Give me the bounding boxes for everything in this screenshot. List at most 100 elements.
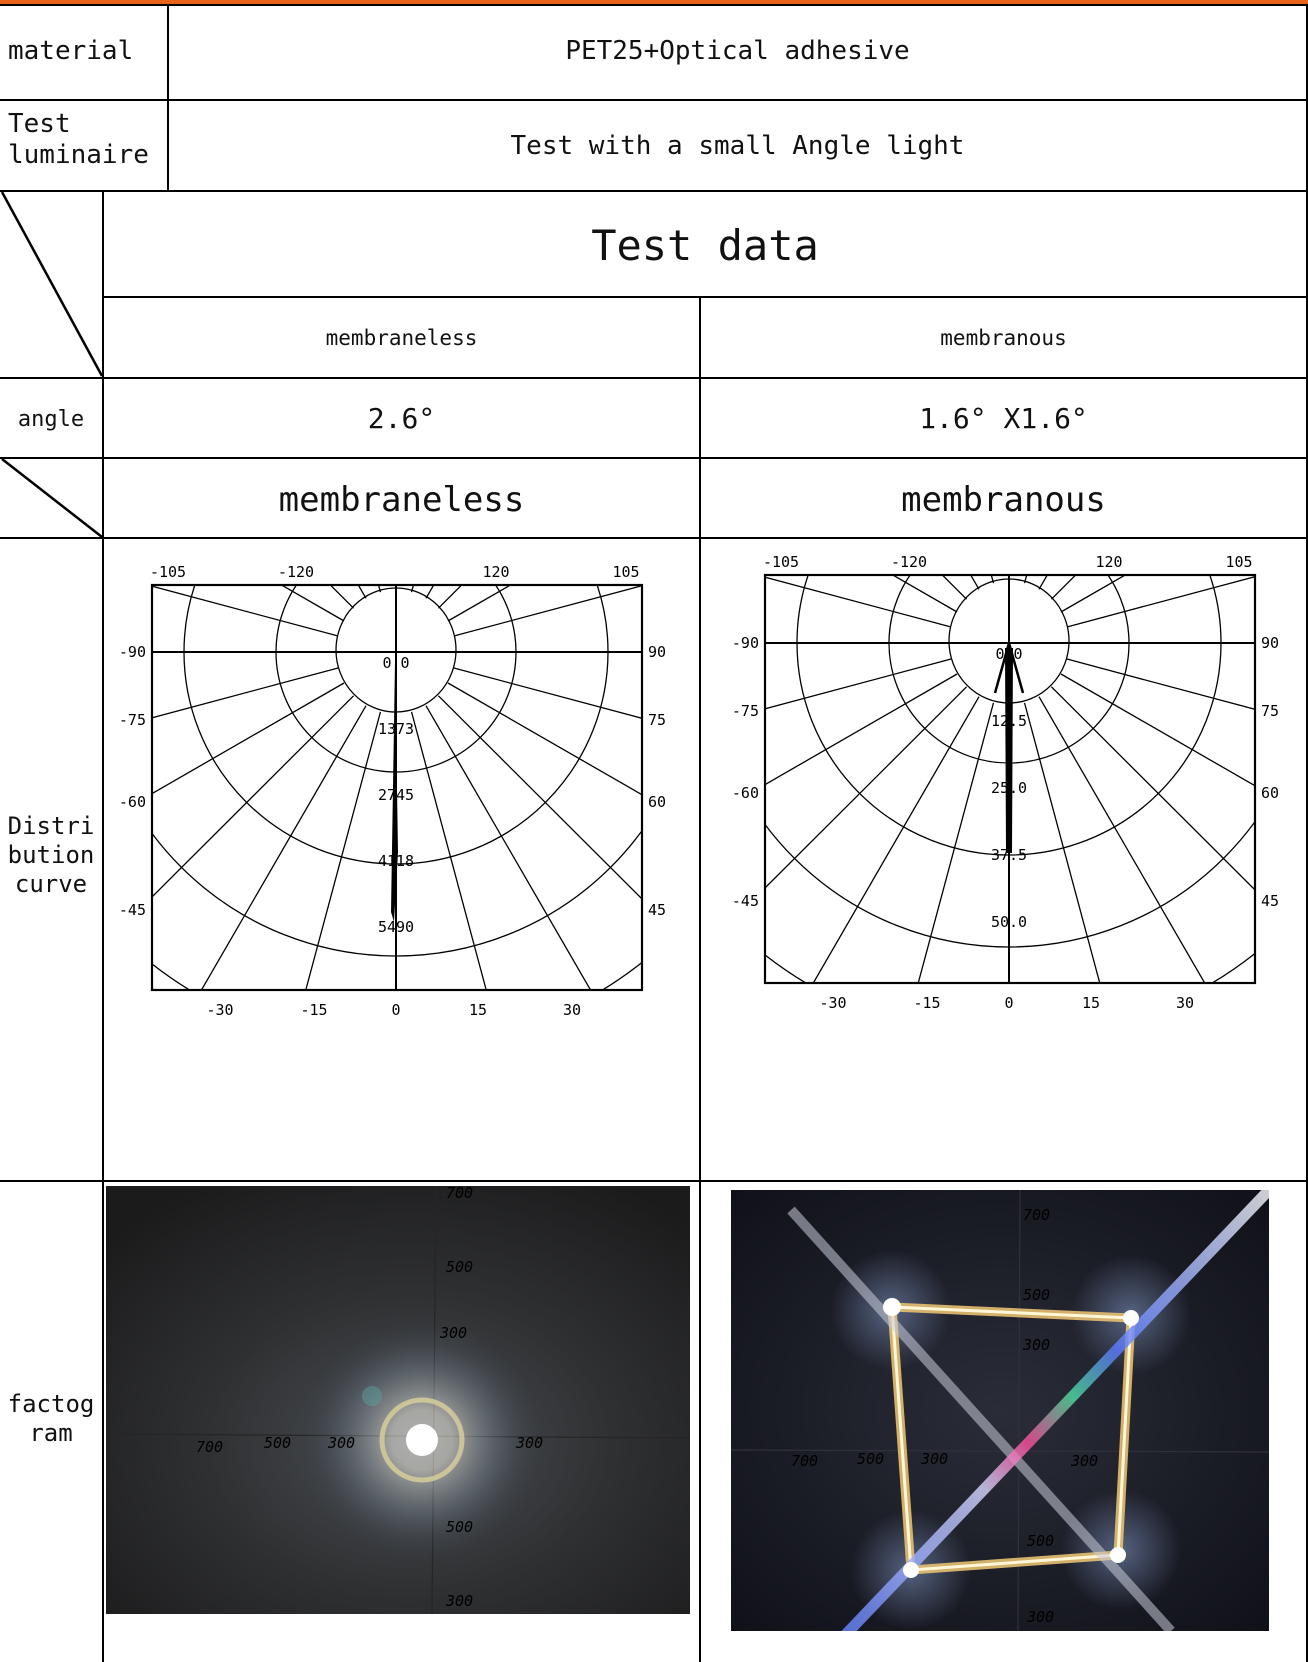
- right-tick-label: 60: [648, 793, 666, 811]
- grid-spoke: [200, 705, 367, 990]
- bottom-tick-label: -30: [206, 1001, 233, 1019]
- material-value: PET25+Optical adhesive: [565, 36, 910, 66]
- photo-mark: 300: [445, 1592, 473, 1610]
- radial-label: 2745: [378, 786, 414, 804]
- test-data-title: Test data: [591, 221, 819, 270]
- bottom-tick-label: 30: [563, 1001, 581, 1019]
- factogram-photo-membranous: 700 500 300 700 500 300 300 500 300: [731, 1190, 1269, 1631]
- grid-arc: [152, 829, 642, 957]
- top-tick-label: -120: [278, 563, 314, 581]
- rule: [0, 4, 1308, 6]
- rule: [0, 1180, 1308, 1182]
- photo-mark: 500: [264, 1434, 291, 1452]
- polar-grid: [152, 585, 642, 990]
- grid-spoke: [152, 585, 339, 637]
- grid-spoke: [765, 673, 958, 786]
- photo-mark: 500: [857, 1450, 884, 1468]
- distribution-chart-membranous: 0.0 12.5 25.0 37.5 50.0 -105 -120 120 105 -90 -75 -…: [732, 553, 1279, 1012]
- bottom-tick-label: -15: [913, 994, 940, 1012]
- grid-spoke: [1050, 575, 1077, 600]
- bottom-tick-label: -15: [300, 1001, 327, 1019]
- angle-value-membranous: 1.6° X1.6°: [919, 402, 1088, 435]
- radial-label: 37.5: [991, 846, 1027, 864]
- distribution-chart-membraneless: 0 0 1373 2745 4118 5490 -105 -120 120 105 -90 -75 -…: [119, 563, 666, 1019]
- photo-mark: 700: [196, 1438, 223, 1456]
- rule: [167, 4, 169, 190]
- left-tick-label: -45: [732, 892, 759, 910]
- grid-spoke: [152, 695, 355, 898]
- grid-spoke: [1023, 702, 1101, 983]
- grid-spoke: [152, 682, 345, 795]
- photo-mark: 300: [1022, 1336, 1050, 1354]
- radial-label: 5490: [378, 918, 414, 936]
- factogram-label: factog ram: [7, 1390, 95, 1447]
- grid-spoke: [765, 686, 968, 889]
- radial-label: 0.0: [995, 645, 1022, 663]
- angle-value-membraneless: 2.6°: [367, 402, 436, 435]
- right-tick-label: 45: [1261, 892, 1279, 910]
- left-tick-label: -60: [732, 784, 759, 802]
- grid-spoke: [453, 667, 642, 719]
- left-tick-label: -60: [119, 793, 146, 811]
- diagonal-corner-mark: [1, 458, 103, 538]
- rule: [699, 296, 701, 1662]
- section-header-membraneless: membraneless: [278, 480, 525, 520]
- bottom-tick-label: 0: [1004, 994, 1013, 1012]
- rule: [102, 190, 104, 1662]
- grid-spoke: [1066, 658, 1255, 710]
- left-tick-label: -90: [119, 643, 146, 661]
- grid-spoke: [990, 575, 995, 584]
- col-header-membraneless: membraneless: [325, 326, 478, 350]
- top-tick-label: 105: [612, 563, 639, 581]
- grid-spoke: [812, 696, 980, 983]
- left-tick-label: -45: [119, 901, 146, 919]
- section-header-membranous: membranous: [901, 480, 1106, 520]
- beam-curve: [993, 638, 1025, 853]
- photo-mark: 300: [1026, 1608, 1054, 1626]
- col-header-membranous: membranous: [940, 326, 1067, 350]
- bottom-tick-label: 30: [1176, 994, 1194, 1012]
- photo-mark: 300: [920, 1450, 948, 1468]
- top-tick-label: -105: [150, 563, 186, 581]
- bottom-tick-label: 15: [1082, 994, 1100, 1012]
- photo-mark: 500: [446, 1518, 473, 1536]
- grid-spoke: [329, 585, 355, 609]
- photo-mark: 700: [791, 1452, 818, 1470]
- top-accent-bar: [0, 0, 1308, 4]
- top-tick-label: 105: [1225, 553, 1252, 571]
- grid-spoke: [425, 705, 592, 990]
- photo-mark: 300: [439, 1324, 467, 1342]
- photo-mark: 300: [515, 1434, 543, 1452]
- top-tick-label: 120: [1095, 553, 1122, 571]
- rule: [1306, 4, 1308, 1662]
- right-tick-label: 75: [1261, 702, 1279, 720]
- beam-curve: [391, 662, 398, 922]
- top-tick-label: 120: [482, 563, 509, 581]
- top-tick-label: -105: [763, 553, 799, 571]
- photo-mark: 700: [1023, 1206, 1050, 1224]
- grid-spoke: [437, 585, 463, 609]
- photo-mark: 300: [1070, 1452, 1098, 1470]
- grid-spoke: [1050, 686, 1255, 891]
- grid-spoke: [1066, 576, 1255, 628]
- right-tick-label: 60: [1261, 784, 1279, 802]
- rule: [0, 457, 1308, 459]
- radial-label: 12.5: [991, 712, 1027, 730]
- left-tick-label: -90: [732, 634, 759, 652]
- radial-label: 50.0: [991, 913, 1027, 931]
- photo-mark: 700: [446, 1186, 473, 1202]
- material-label: material: [8, 36, 134, 66]
- radial-label: 25.0: [991, 779, 1027, 797]
- grid-spoke: [447, 682, 642, 796]
- radial-label: 1373: [378, 720, 414, 738]
- grid-spoke: [437, 695, 642, 900]
- grid-spoke: [1060, 673, 1255, 787]
- rule: [102, 296, 1308, 298]
- bottom-tick-label: -30: [819, 994, 846, 1012]
- grid-spoke: [1038, 696, 1206, 983]
- luminaire-label: Test luminaire: [8, 109, 149, 171]
- chart-frame: [763, 573, 1257, 985]
- grid-spoke: [305, 711, 382, 990]
- chart-frame: [150, 583, 644, 992]
- grid-spoke: [410, 711, 487, 990]
